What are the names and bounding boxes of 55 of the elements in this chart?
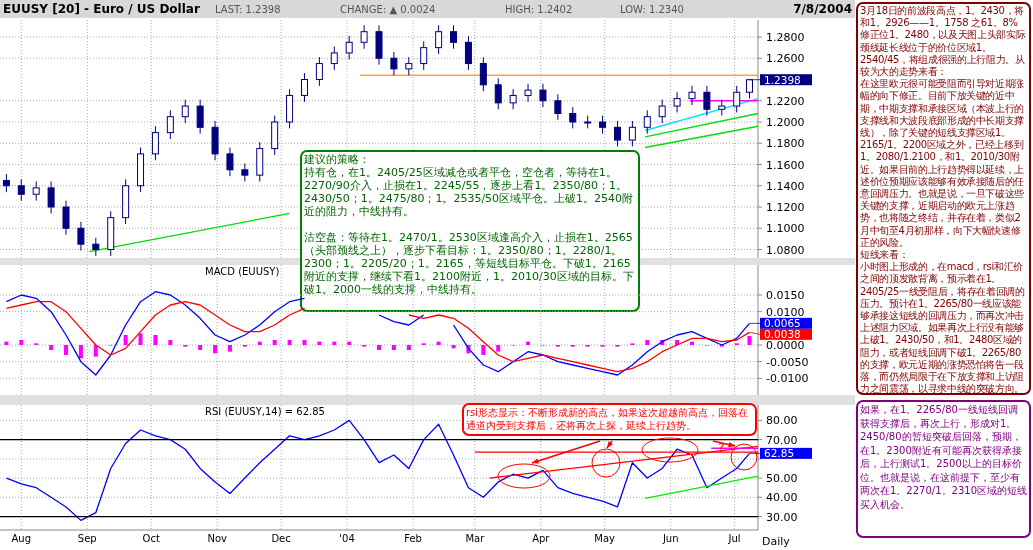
text: 如果，在1。2265/80一线短线回调获得支撑后，再次上行，形成对1。2450/80的暂短突破后回落，预期，在1。2300附近有可能再次获得承接后，上行测试1。2500以上的目标价位。也就是说，在这前提下，至少有两次在1。2270/1。2310区域的短线买入机会。 — [860, 403, 1027, 511]
y-tick-label: 1.2600 — [766, 52, 805, 66]
y-tick-label: -0.0100 — [766, 372, 809, 386]
y-tick-label: 80.00 — [766, 414, 798, 428]
text: CHANGE: ▲ 0.0024 — [340, 4, 436, 15]
chart-title: RSI (EUUSY,14) = 62.85 — [205, 406, 325, 417]
chart-title: EUUSY [20] - Euro / US Dollar — [3, 2, 200, 16]
y-tick-label: 1.1600 — [766, 158, 805, 172]
annotation: 1.2398 — [764, 73, 801, 86]
text: 短线来看： — [860, 249, 910, 261]
x-tick-label: Feb — [404, 533, 422, 544]
y-tick-label: 1.0800 — [766, 243, 805, 257]
text: 7/8/2004 — [793, 2, 852, 16]
y-tick-label: 30.00 — [766, 510, 798, 524]
y-tick-label: 40.00 — [766, 491, 798, 505]
y-tick-label: 0.0000 — [766, 339, 805, 352]
annotation: 沽空盘：等待在1。2470/1。2530区域逢高介入，止损在1。2565（头部颈线之上），逐步下看目标：1。2350/80；1。2280/1。2300；1。2205/20；1。2165，等短线目标平仓。下破1。2165附近的支撑，继续下看1。2100附近，1。2010/30区域的目标。下破1。2000一线的支撑，中线持有。 — [304, 231, 635, 296]
text: LOW: 1.2340 — [620, 4, 684, 15]
x-tick-label: Aug — [11, 533, 32, 544]
y-tick-label: 0.0100 — [766, 305, 805, 319]
y-tick-label: 50.00 — [766, 472, 798, 486]
y-tick-label: 1.2800 — [766, 31, 805, 44]
annotation: ? — [718, 441, 725, 455]
y-tick-label: 0.0150 — [766, 289, 805, 302]
text: HIGH: 1.2402 — [505, 4, 573, 15]
annotation: rsi形态显示：不断形成新的高点，如果这次超越前高点，回落在通道内受到支撑后，还将再次上探，延续上行趋势。 — [466, 406, 750, 432]
x-tick-label: Jul — [727, 533, 741, 544]
annotation: 62.85 — [764, 447, 795, 460]
x-tick-label: Dec — [271, 533, 291, 544]
annotation: 持有仓，在1。2405/25区域减仓或者平仓，空仓者，等待在1。2270/90介入，止损在1。2245/55，逐步上看1。2350/80；1。2430/50；1。2475/80；1。2535/50区域平仓。上破1。2540附近的阻力，中线持有。 — [304, 166, 635, 218]
x-tick-label: Jun — [661, 533, 679, 544]
annotation: 建议的策略： — [304, 153, 371, 166]
text: Daily — [762, 535, 791, 548]
x-tick-label: Oct — [142, 533, 160, 544]
annotation: 0.0065 — [764, 317, 801, 330]
text: 在这里欧元很可能受阻而引导对近期涨幅的向下修正。目前下放关键的近中期，中期支撑和承接区域（本波上行的支撑线和大波段底部形成的中长期支撑线），除了关键的短线支撑区域1。2165/1。2200区域之外，已经上移到1。2080/1.2100，和1。2010/30附近。如果目前的上行趋势得以延续，上述价位预期应该能够有效承接随后的任意回调压力。也就是说，一旦下破这些关键的支撑，近期启动的欧元上涨趋势，也将随之终结，并存在着，类似2月中旬至4月初那样，向下大幅快速修正的风险。 — [860, 78, 1025, 248]
y-tick-label: 1.1200 — [766, 201, 805, 214]
chart-title: MACD (EUUSY) — [205, 266, 280, 277]
x-tick-label: May — [594, 533, 616, 544]
text: 小时图上形成的，在macd，rsi和汇价之间的顶发散背离，预示着在1。2405/25一线受阻后，将存在着回调的压力。预计在1。2265/80一线应该能够承接这短线的回调压力，而再次冲击上述阻力区域。如果再次上行没有能够上破1。2430/50，和1。2480区域的阻力，或者短线回调下破1。2265/80的支撑，欧元近期的涨势恐怕将告一段落，而仍然局限于在下放支撑和上访阻力之间震荡，以寻求中线的突破方向。 — [860, 261, 1025, 395]
y-tick-label: -0.0050 — [766, 355, 809, 369]
y-tick-label: 1.2000 — [766, 116, 805, 129]
text: 3月18日的前波段高点，1。2430，将和1。2926——1。1758 之61。8% 修正位1。2480，以及天图上头部实际颈线延长线位于的价位区域1。2540/45，将组成很强的上行阻力。从较为大的走势来看： — [860, 5, 1027, 78]
y-tick-label: 1.1400 — [766, 179, 805, 193]
x-tick-label: Sep — [77, 533, 97, 544]
y-tick-label: 1.2200 — [766, 94, 805, 108]
y-tick-label: 70.00 — [766, 433, 798, 447]
annotation: 0.0038 — [764, 328, 801, 341]
y-tick-label: 1.1800 — [766, 137, 805, 151]
x-tick-label: '04 — [339, 533, 355, 544]
x-tick-label: Nov — [207, 533, 228, 544]
text: LAST: 1.2398 — [215, 4, 281, 15]
y-tick-label: 1.1000 — [766, 222, 805, 236]
x-tick-label: Apr — [532, 533, 551, 544]
x-tick-label: Mar — [465, 533, 486, 544]
